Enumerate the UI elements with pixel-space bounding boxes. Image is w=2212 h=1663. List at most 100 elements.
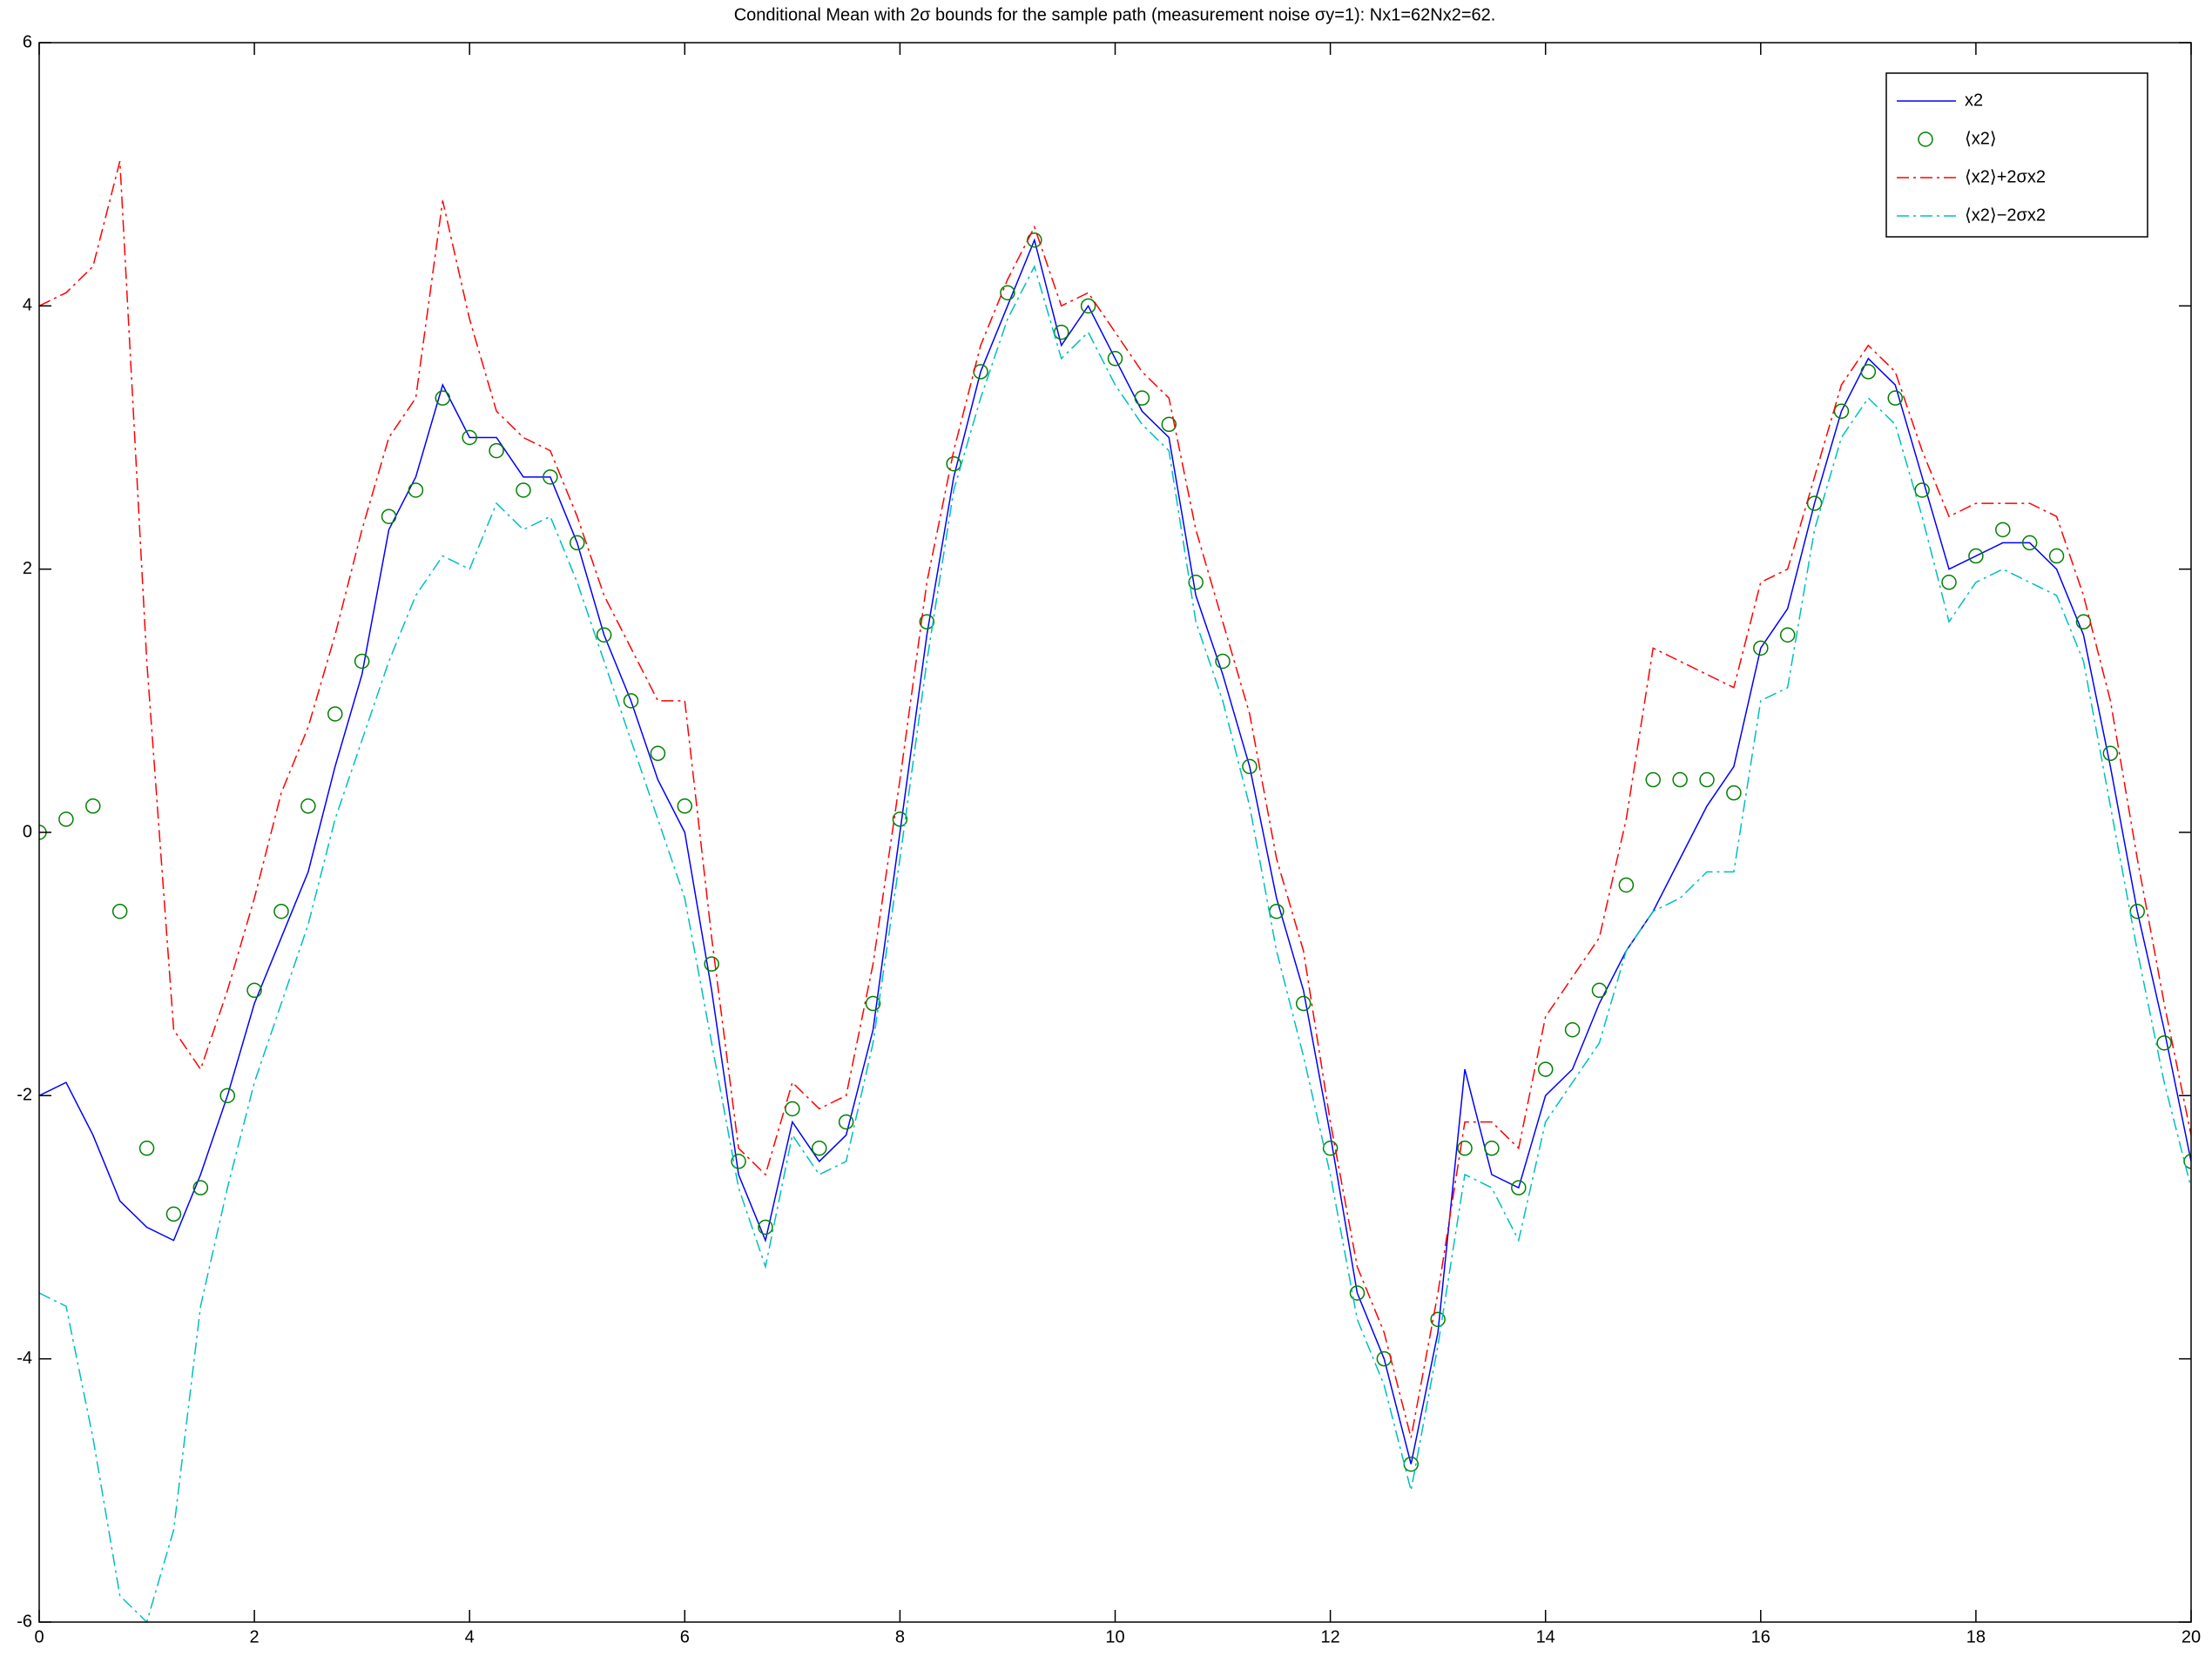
marker	[435, 390, 451, 406]
marker	[1080, 298, 1096, 314]
marker	[1860, 364, 1877, 380]
y-tick-label: -2	[17, 1086, 32, 1105]
x-tick-label: 12	[1320, 1627, 1339, 1646]
marker	[704, 956, 719, 972]
marker	[1914, 482, 1930, 498]
marker	[354, 653, 370, 670]
marker	[731, 1154, 746, 1169]
marker	[58, 811, 74, 827]
legend-label: ⟨x2⟩	[1965, 129, 1997, 148]
marker	[596, 627, 612, 643]
marker	[865, 995, 881, 1012]
x-tick-label: 20	[2182, 1627, 2201, 1646]
marker	[85, 798, 101, 814]
marker	[138, 1141, 155, 1156]
marker	[677, 798, 693, 814]
marker	[1806, 495, 1823, 511]
marker	[1161, 416, 1177, 433]
legend-label: ⟨x2⟩−2σx2	[1965, 205, 2046, 225]
marker	[946, 455, 961, 472]
marker	[1484, 1141, 1500, 1156]
x-tick-label: 8	[895, 1627, 905, 1646]
legend-label: ⟨x2⟩+2σx2	[1965, 167, 2046, 186]
marker	[2183, 1154, 2191, 1169]
y-tick-label: -6	[17, 1612, 32, 1631]
marker	[1134, 390, 1150, 406]
marker	[1995, 522, 2011, 538]
y-tick-label: 6	[23, 32, 32, 51]
y-tick-label: -4	[17, 1349, 32, 1368]
marker	[1591, 982, 1608, 999]
marker	[111, 903, 128, 919]
series-line	[39, 160, 2191, 1438]
marker	[1107, 351, 1123, 367]
marker	[273, 903, 289, 919]
marker	[1968, 548, 1984, 564]
marker	[1618, 877, 1635, 893]
marker	[785, 1101, 800, 1117]
marker	[1537, 1061, 1554, 1077]
legend-marker	[1918, 131, 1933, 147]
marker	[1779, 627, 1796, 643]
marker	[489, 442, 504, 459]
marker	[462, 429, 477, 446]
marker	[327, 706, 343, 722]
marker	[1645, 771, 1661, 788]
marker	[2102, 745, 2119, 762]
y-tick-label: 4	[23, 296, 32, 315]
marker	[1887, 390, 1903, 406]
marker	[1322, 1141, 1339, 1156]
marker	[192, 1180, 209, 1195]
marker	[2021, 535, 2038, 551]
chart-title: Conditional Mean with 2σ bounds for the …	[734, 5, 1496, 24]
x-tick-label: 6	[680, 1627, 690, 1646]
marker	[1430, 1311, 1446, 1328]
marker	[1941, 575, 1957, 590]
x-tick-label: 2	[250, 1627, 260, 1646]
marker	[2048, 548, 2065, 564]
marker	[1215, 653, 1231, 670]
series-line	[39, 238, 2191, 1464]
marker	[1000, 285, 1015, 300]
marker	[811, 1141, 827, 1156]
y-tick-label: 0	[23, 822, 32, 841]
marker	[516, 482, 531, 498]
marker	[1188, 575, 1204, 590]
marker	[1511, 1180, 1527, 1195]
marker	[300, 798, 316, 814]
marker	[1699, 771, 1715, 788]
marker	[1753, 640, 1769, 656]
marker	[758, 1219, 773, 1235]
marker	[892, 811, 908, 827]
y-tick-label: 2	[23, 559, 32, 578]
x-tick-label: 16	[1751, 1627, 1770, 1646]
series-line	[39, 264, 2191, 1622]
x-tick-label: 14	[1536, 1627, 1555, 1646]
legend-label: x2	[1965, 91, 1983, 110]
marker	[1242, 758, 1258, 775]
marker	[543, 469, 558, 485]
marker	[1053, 324, 1069, 340]
marker	[165, 1206, 182, 1222]
x-tick-label: 4	[465, 1627, 475, 1646]
marker	[1726, 784, 1742, 801]
marker	[1457, 1141, 1473, 1156]
marker	[2156, 1035, 2172, 1051]
marker	[650, 745, 666, 762]
marker	[1564, 1022, 1581, 1038]
marker	[623, 693, 639, 709]
x-tick-label: 0	[34, 1627, 44, 1646]
x-tick-label: 18	[1966, 1627, 1986, 1646]
marker	[408, 482, 424, 498]
marker	[381, 508, 397, 524]
marker	[570, 535, 585, 551]
x-tick-label: 10	[1105, 1627, 1124, 1646]
marker	[838, 1114, 854, 1130]
marker	[246, 982, 262, 999]
marker	[919, 614, 935, 630]
marker	[1349, 1285, 1366, 1301]
marker	[1295, 995, 1312, 1012]
marker	[1833, 403, 1850, 420]
marker	[1672, 771, 1688, 788]
